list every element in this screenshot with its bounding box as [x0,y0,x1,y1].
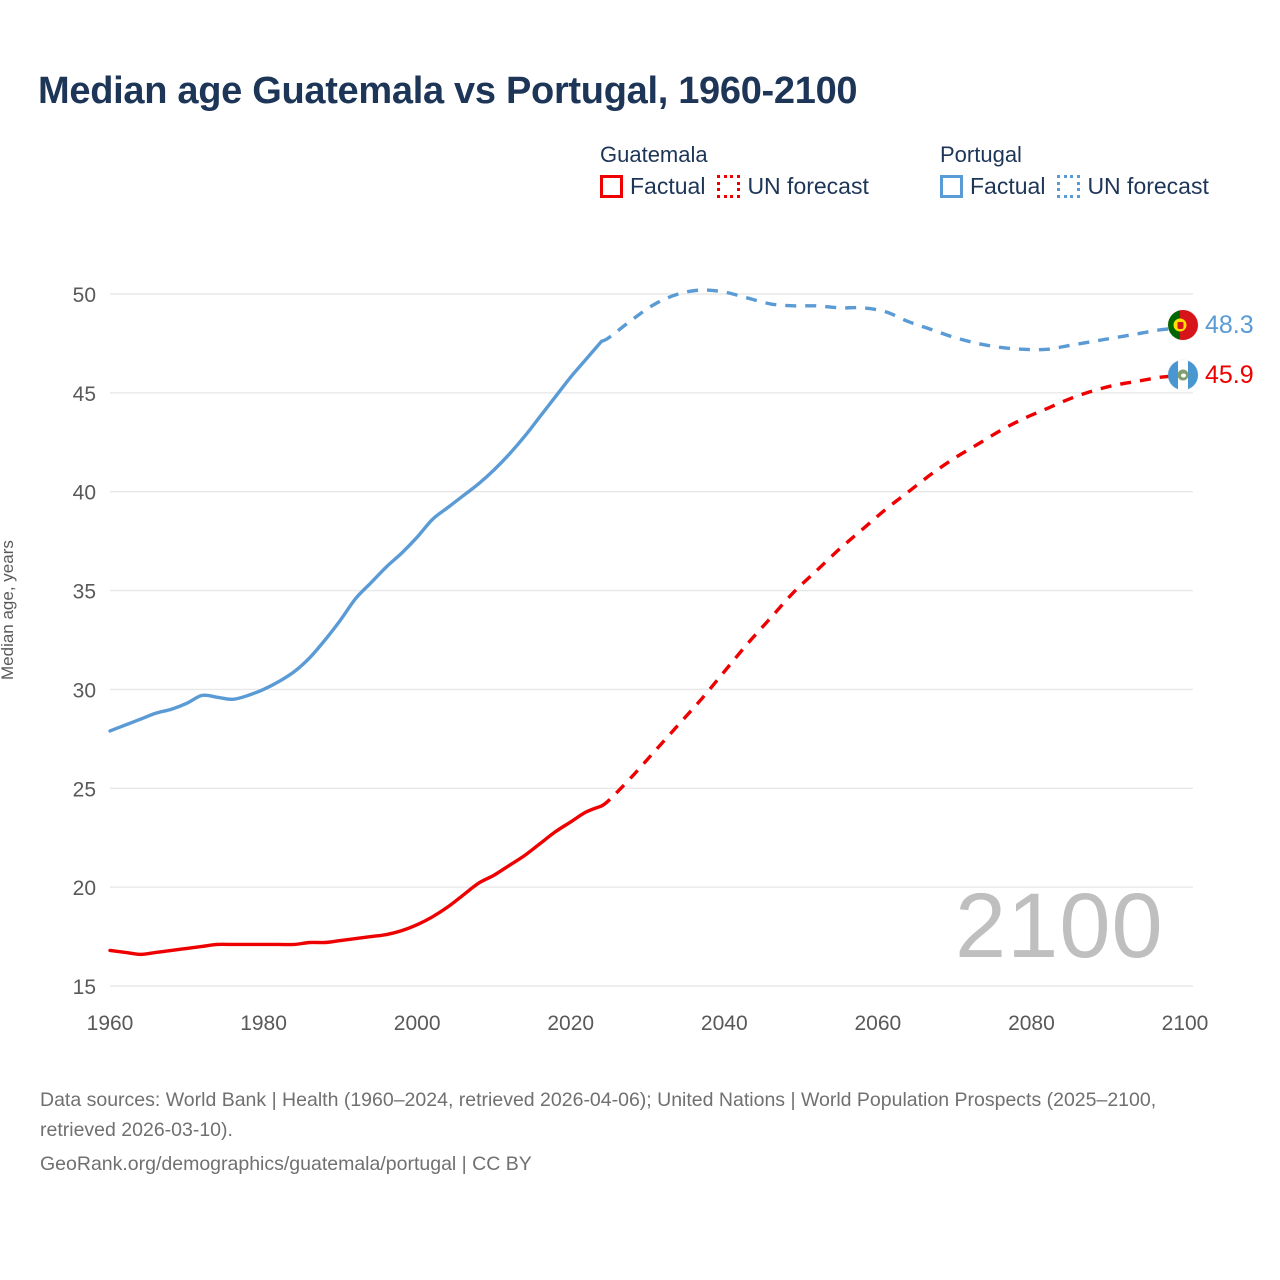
legend-group-portugal: Portugal Factual UN forecast [940,142,1260,200]
legend-item-portugal-factual[interactable]: Factual [940,173,1045,200]
legend-label-portugal-factual: Factual [970,173,1046,199]
end-label-guatemala: 45.9 [1168,360,1254,390]
legend-swatch-dotted-blue-icon [1057,175,1081,198]
line-chart-svg: 50 45 40 35 30 25 20 15 1960 1980 2000 2020 2040 2060… [73,284,1209,1035]
page-title: Median age Guatemala vs Portugal, 1960-2… [38,70,858,112]
portugal-flag-icon [1168,310,1198,340]
svg-text:1980: 1980 [240,1012,287,1035]
legend-item-guatemala-factual[interactable]: Factual [600,173,705,200]
svg-text:1960: 1960 [87,1012,134,1035]
svg-text:2080: 2080 [1008,1012,1055,1035]
svg-text:2020: 2020 [547,1012,594,1035]
legend-item-portugal-forecast[interactable]: UN forecast [1057,173,1209,200]
legend-swatch-solid-red-icon [600,175,623,198]
chart-legend: Guatemala Factual UN forecast Portugal [600,142,1260,200]
legend-group-guatemala: Guatemala Factual UN forecast [600,142,940,200]
legend-label-portugal-forecast: UN forecast [1087,173,1209,199]
legend-swatch-solid-blue-icon [940,175,963,198]
svg-text:2040: 2040 [701,1012,748,1035]
svg-text:2000: 2000 [394,1012,441,1035]
svg-text:30: 30 [73,679,96,702]
svg-text:40: 40 [73,482,96,505]
svg-text:15: 15 [73,976,96,999]
legend-country-guatemala: Guatemala [600,142,708,167]
svg-text:35: 35 [73,581,96,604]
footer-sources: Data sources: World Bank | Health (1960–… [40,1089,1157,1141]
footer-url[interactable]: GeoRank.org/demographics/guatemala/portu… [40,1153,532,1175]
footer: Data sources: World Bank | Health (1960–… [40,1085,1170,1179]
y-axis-label: Median age, years [0,540,17,680]
end-value-guatemala: 45.9 [1205,360,1254,389]
svg-text:2100: 2100 [1162,1012,1209,1035]
svg-text:45: 45 [73,383,96,406]
svg-text:2060: 2060 [854,1012,901,1035]
legend-item-guatemala-forecast[interactable]: UN forecast [717,173,869,200]
guatemala-flag-icon [1168,360,1198,390]
svg-text:50: 50 [73,284,96,307]
legend-label-guatemala-factual: Factual [630,173,706,199]
legend-label-guatemala-forecast: UN forecast [747,173,869,199]
svg-text:20: 20 [73,877,96,900]
chart-area: Median age, years 50 45 40 35 30 25 20 15 1960 19… [0,250,1280,1040]
end-value-portugal: 48.3 [1205,310,1254,339]
legend-country-portugal: Portugal [940,142,1022,167]
year-watermark: 2100 [955,875,1164,977]
legend-swatch-dotted-red-icon [717,175,741,198]
end-label-portugal: 48.3 [1168,310,1254,340]
svg-text:25: 25 [73,778,96,801]
